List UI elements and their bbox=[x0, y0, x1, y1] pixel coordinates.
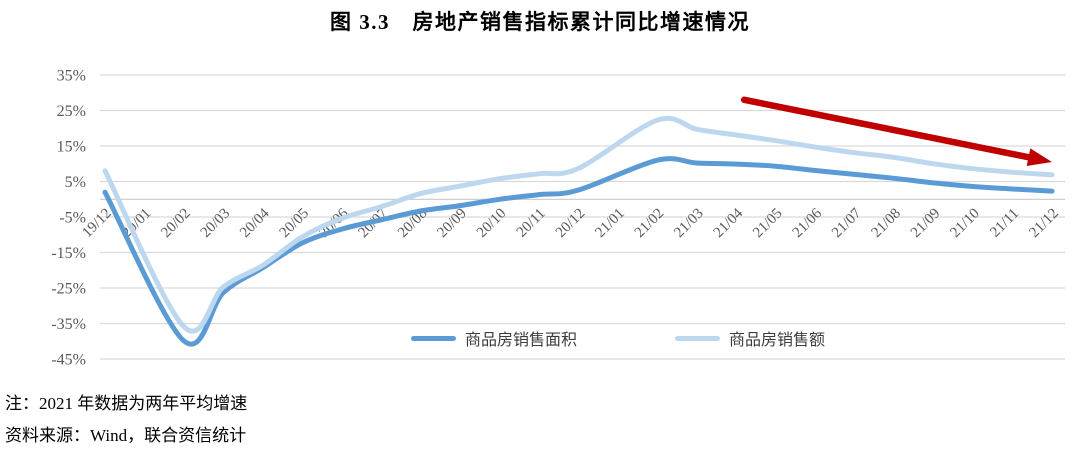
svg-text:-15%: -15% bbox=[51, 245, 86, 262]
sales-amount-line-swatch bbox=[675, 335, 720, 341]
chart-title: 图 3.3 房地产销售指标累计同比增速情况 bbox=[330, 10, 750, 34]
x-axis-labels: 19/12 20/01 20/02 20/03 20/04 20/05 20/06 20/07… bbox=[79, 205, 1061, 241]
footnote-source: 资料来源：Wind，联合资信统计 bbox=[5, 426, 247, 445]
legend-label-sales-area: 商品房销售面积 bbox=[464, 332, 577, 349]
svg-text:20/04: 20/04 bbox=[237, 205, 273, 241]
gridlines bbox=[100, 74, 1065, 360]
svg-text:-25%: -25% bbox=[51, 281, 86, 298]
svg-text:21/01: 21/01 bbox=[592, 206, 627, 241]
svg-text:21/10: 21/10 bbox=[947, 206, 982, 241]
svg-text:20/09: 20/09 bbox=[434, 206, 469, 241]
svg-text:-5%: -5% bbox=[59, 210, 86, 227]
legend-item-sales-amount: 商品房销售额 bbox=[675, 326, 825, 350]
svg-text:15%: 15% bbox=[57, 139, 86, 156]
svg-text:21/04: 21/04 bbox=[711, 205, 747, 241]
svg-text:21/08: 21/08 bbox=[869, 206, 904, 241]
legend-item-sales-area: 商品房销售面积 bbox=[410, 326, 577, 350]
legend-label-sales-amount: 商品房销售额 bbox=[729, 332, 826, 349]
svg-text:21/05: 21/05 bbox=[750, 206, 785, 241]
svg-text:21/03: 21/03 bbox=[671, 206, 706, 241]
y-axis-labels: 35% 25% 15% 5% -5% -15% -25% -35% -45% bbox=[51, 68, 86, 369]
svg-text:5%: 5% bbox=[65, 174, 86, 191]
svg-text:20/12: 20/12 bbox=[553, 206, 588, 241]
svg-text:-45%: -45% bbox=[51, 352, 86, 369]
svg-text:20/03: 20/03 bbox=[198, 206, 233, 241]
svg-text:21/06: 21/06 bbox=[790, 205, 826, 241]
svg-text:20/11: 20/11 bbox=[514, 206, 549, 241]
series-line-0 bbox=[102, 156, 1055, 347]
svg-text:21/07: 21/07 bbox=[829, 205, 865, 241]
svg-text:21/09: 21/09 bbox=[908, 206, 943, 241]
svg-text:25%: 25% bbox=[57, 103, 86, 120]
series-line-1 bbox=[102, 115, 1055, 334]
svg-text:20/10: 20/10 bbox=[474, 206, 509, 241]
sales-area-line-swatch bbox=[410, 335, 456, 341]
svg-text:20/02: 20/02 bbox=[158, 206, 193, 241]
svg-text:21/11: 21/11 bbox=[987, 206, 1022, 241]
svg-text:-35%: -35% bbox=[51, 316, 86, 333]
svg-text:21/02: 21/02 bbox=[632, 206, 667, 241]
chart-legend: 商品房销售面积 商品房销售额 bbox=[0, 326, 1080, 350]
footnote-note: 注：2021 年数据为两年平均增速 bbox=[5, 394, 248, 413]
trend-arrow bbox=[740, 96, 1052, 166]
svg-text:21/12: 21/12 bbox=[1026, 206, 1061, 241]
svg-text:35%: 35% bbox=[57, 68, 86, 85]
